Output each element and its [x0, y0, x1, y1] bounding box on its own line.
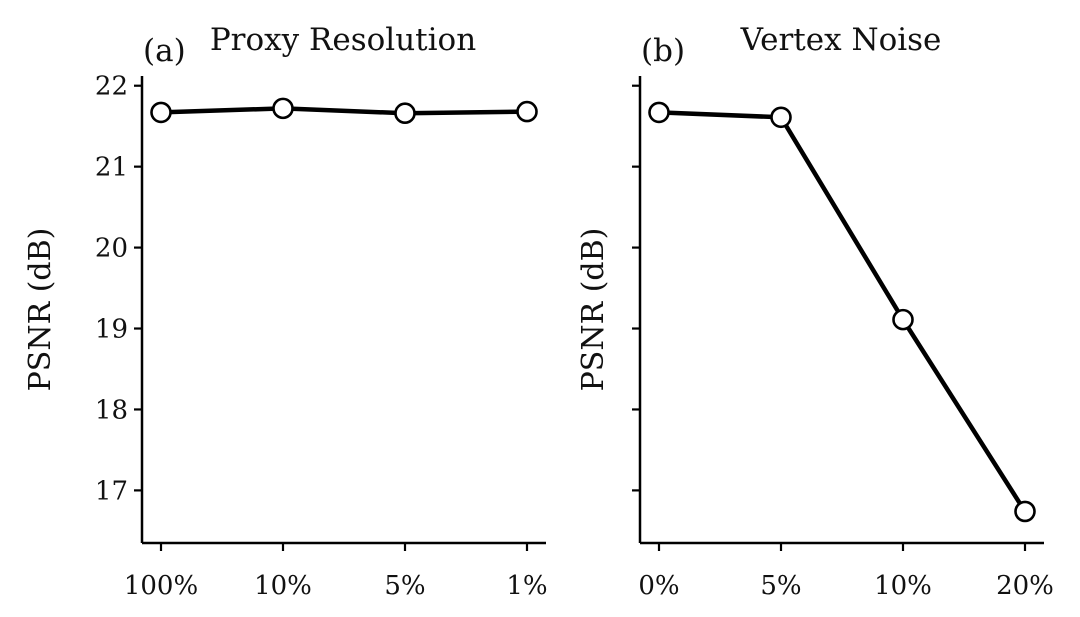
x-tick-label: 20% — [996, 571, 1054, 601]
x-tick-label: 1% — [506, 571, 547, 601]
y-tick-label: 21 — [95, 153, 128, 183]
y-tick-label: 22 — [95, 72, 128, 102]
x-tick-label: 5% — [760, 571, 801, 601]
y-tick-label: 19 — [95, 315, 128, 345]
data-point — [516, 100, 538, 123]
x-tick-label: 10% — [254, 571, 312, 601]
x-tick-label: 0% — [638, 571, 679, 601]
data-point — [394, 102, 416, 125]
series-line — [658, 110, 1027, 513]
data-point — [892, 308, 914, 331]
data-point — [770, 106, 792, 129]
chart-title: Proxy Resolution — [210, 22, 476, 58]
y-tick-label: 18 — [95, 395, 128, 425]
x-tick-label: 10% — [874, 571, 932, 601]
chart-panel-a: 17 18 19 20 21 22 100% 10% 5% 1% PSNR (dB) Proxy Re… — [23, 22, 548, 601]
series-line — [160, 106, 528, 116]
y-axis-label: PSNR (dB) — [23, 228, 58, 392]
data-point — [150, 101, 172, 124]
chart-title: Vertex Noise — [740, 22, 942, 58]
data-point — [648, 101, 670, 124]
y-axis-label: PSNR (dB) — [576, 228, 611, 392]
panel-label: (a) — [143, 33, 186, 69]
data-point — [272, 97, 294, 120]
y-tick-label: 20 — [95, 234, 128, 264]
x-tick-label: 5% — [384, 571, 425, 601]
panel-label: (b) — [641, 33, 685, 69]
x-tick-label: 100% — [124, 571, 198, 601]
chart-panel-b: 0% 5% 10% 20% PSNR (dB) Vertex Noise (b) — [576, 22, 1054, 601]
data-point — [1014, 500, 1036, 523]
y-tick-label: 17 — [95, 476, 128, 506]
